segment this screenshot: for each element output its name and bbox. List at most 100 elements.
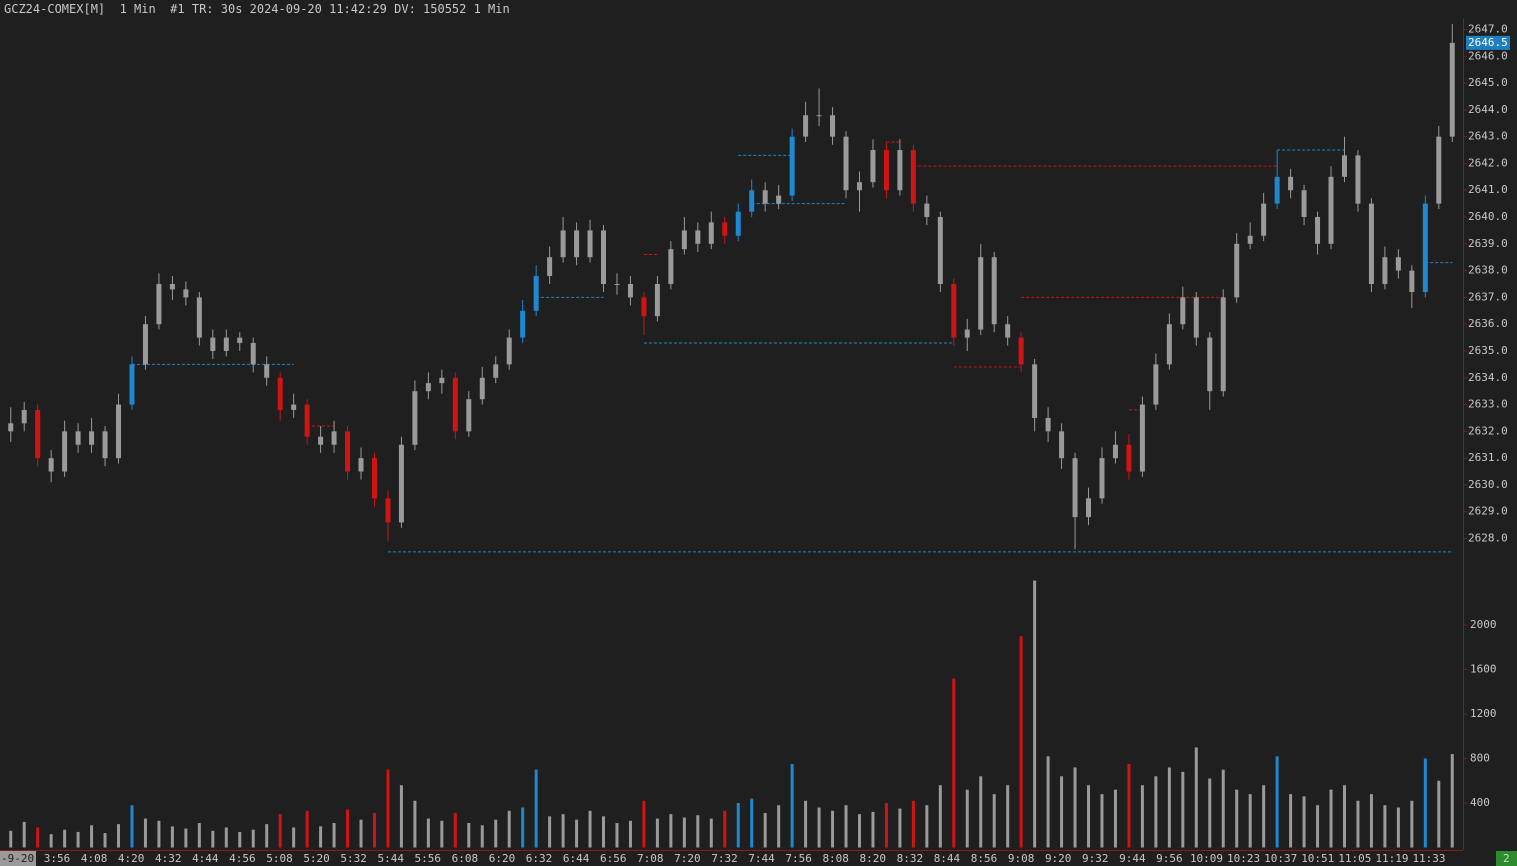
candle-body (816, 115, 822, 117)
x-tick-label: 7:56 (785, 852, 812, 865)
candle-body (695, 230, 701, 244)
volume-bar (1450, 754, 1454, 848)
volume-bar (615, 823, 619, 848)
x-tick-label: 11:19 (1375, 852, 1408, 865)
x-tick-label: 5:20 (303, 852, 330, 865)
x-tick-label: 7:20 (674, 852, 701, 865)
candle-body (21, 409, 27, 424)
volume-tick-label: 800 (1470, 752, 1490, 765)
y-tick-label: 2629.0 (1468, 505, 1508, 518)
x-tick-label: 4:56 (229, 852, 256, 865)
volume-bar (1087, 785, 1091, 848)
candle-body (668, 249, 674, 284)
candle-body (1247, 235, 1253, 244)
candle-body (1099, 458, 1105, 499)
volume-bar (1383, 805, 1387, 848)
x-tick-label: 8:08 (822, 852, 849, 865)
candle-body (587, 230, 593, 258)
candle-body (75, 431, 81, 445)
candle-body (803, 115, 809, 137)
volume-bar (831, 810, 835, 848)
candle-body (789, 136, 795, 196)
y-tick-label: 2638.0 (1468, 264, 1508, 277)
y-tick-label: 2640.0 (1468, 210, 1508, 223)
volume-bar (184, 828, 188, 848)
volume-bar (628, 820, 632, 848)
volume-bar (696, 815, 700, 848)
candle-body (722, 222, 728, 236)
volume-bar (359, 819, 363, 848)
y-tick-label: 2636.0 (1468, 317, 1508, 330)
candle-body (304, 404, 310, 437)
volume-bar (426, 818, 430, 848)
candle-body (210, 337, 216, 351)
volume-bar (305, 810, 309, 848)
volume-bar (76, 831, 80, 848)
candle-body (264, 364, 270, 378)
volume-bar (49, 834, 53, 848)
volume-bar (507, 810, 511, 848)
candle-body (964, 329, 970, 338)
x-tick-label: 6:56 (600, 852, 627, 865)
candle-body (520, 310, 526, 338)
candle-body (735, 211, 741, 236)
volume-bar (534, 769, 538, 848)
volume-bar (952, 678, 956, 848)
candle-body (547, 257, 553, 276)
volume-bar (1060, 776, 1064, 848)
volume-bar (170, 826, 174, 848)
y-tick-label: 2643.0 (1468, 130, 1508, 143)
candle-body (1005, 324, 1011, 338)
volume-tick-label: 400 (1470, 796, 1490, 809)
candle-body (681, 230, 687, 250)
volume-bar (1316, 805, 1320, 848)
volume-bar (440, 820, 444, 848)
x-tick-label: 9:56 (1156, 852, 1183, 865)
x-tick-label: 6:32 (526, 852, 553, 865)
volume-bar (1289, 794, 1293, 848)
volume-bar (36, 827, 40, 848)
volume-bar (319, 826, 323, 848)
candle-body (1153, 364, 1159, 405)
volume-bar (790, 764, 794, 848)
candle-body (345, 431, 351, 472)
y-tick-label: 2646.0 (1468, 49, 1508, 62)
candle-body (1018, 337, 1024, 365)
volume-bar (386, 769, 390, 848)
status-label: 2 (1503, 852, 1510, 865)
volume-bar (292, 827, 296, 848)
candle-body (1382, 257, 1388, 284)
volume-bar (750, 798, 754, 848)
status-box (1496, 851, 1517, 866)
candle-body (89, 431, 95, 445)
candle-body (35, 409, 41, 459)
candle-body (1207, 337, 1213, 392)
volume-bar (1006, 785, 1010, 848)
volume-bar (898, 808, 902, 848)
volume-bar (197, 823, 201, 848)
x-tick-label: 4:08 (81, 852, 108, 865)
volume-bar (1154, 776, 1158, 848)
candle-body (237, 337, 243, 343)
x-tick-label: 8:20 (860, 852, 887, 865)
candle-body (250, 342, 256, 365)
volume-bar (467, 823, 471, 848)
volume-bar (1033, 580, 1037, 848)
candle-body (1288, 176, 1294, 191)
candle-body (1395, 257, 1401, 271)
candle-body (1166, 324, 1172, 365)
header: GCZ24-COMEX[M] 1 Min #1 TR: 30s 2024-09-… (4, 2, 510, 16)
candle-body (385, 498, 391, 523)
candle-body (1220, 297, 1226, 392)
x-tick-label: 5:32 (340, 852, 367, 865)
volume-bar (1113, 789, 1117, 848)
candle-body (1059, 431, 1065, 459)
candle-body (1368, 203, 1374, 284)
volume-bar (1342, 785, 1346, 848)
volume-bar (278, 814, 282, 848)
x-tick-label: 5:44 (377, 852, 404, 865)
volume-bar (548, 816, 552, 848)
candle-body (331, 431, 337, 445)
x-tick-label: 11:05 (1338, 852, 1371, 865)
